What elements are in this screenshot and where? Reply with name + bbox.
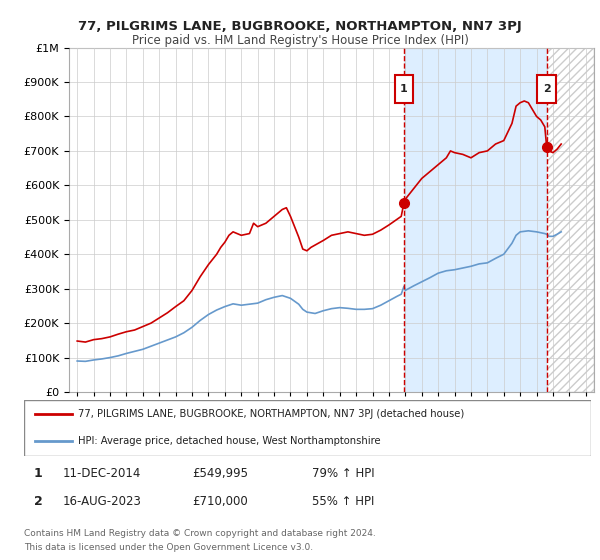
Bar <box>404 48 547 392</box>
Text: 2: 2 <box>34 494 43 508</box>
Text: HPI: Average price, detached house, West Northamptonshire: HPI: Average price, detached house, West… <box>78 436 380 446</box>
Text: 77, PILGRIMS LANE, BUGBROOKE, NORTHAMPTON, NN7 3PJ (detached house): 77, PILGRIMS LANE, BUGBROOKE, NORTHAMPTO… <box>78 409 464 419</box>
Text: This data is licensed under the Open Government Licence v3.0.: This data is licensed under the Open Gov… <box>24 543 313 552</box>
FancyBboxPatch shape <box>24 400 591 456</box>
Bar <box>547 48 594 392</box>
Text: Contains HM Land Registry data © Crown copyright and database right 2024.: Contains HM Land Registry data © Crown c… <box>24 529 376 538</box>
Text: 1: 1 <box>34 466 43 480</box>
Text: 55% ↑ HPI: 55% ↑ HPI <box>312 494 374 508</box>
Text: 11-DEC-2014: 11-DEC-2014 <box>63 466 142 480</box>
FancyBboxPatch shape <box>395 75 413 102</box>
Text: 79% ↑ HPI: 79% ↑ HPI <box>312 466 374 480</box>
Text: £549,995: £549,995 <box>192 466 248 480</box>
Text: £710,000: £710,000 <box>192 494 248 508</box>
Text: 2: 2 <box>543 84 551 94</box>
Text: 1: 1 <box>400 84 408 94</box>
FancyBboxPatch shape <box>537 75 556 102</box>
Text: 77, PILGRIMS LANE, BUGBROOKE, NORTHAMPTON, NN7 3PJ: 77, PILGRIMS LANE, BUGBROOKE, NORTHAMPTO… <box>78 20 522 32</box>
Text: Price paid vs. HM Land Registry's House Price Index (HPI): Price paid vs. HM Land Registry's House … <box>131 34 469 46</box>
Text: 16-AUG-2023: 16-AUG-2023 <box>63 494 142 508</box>
